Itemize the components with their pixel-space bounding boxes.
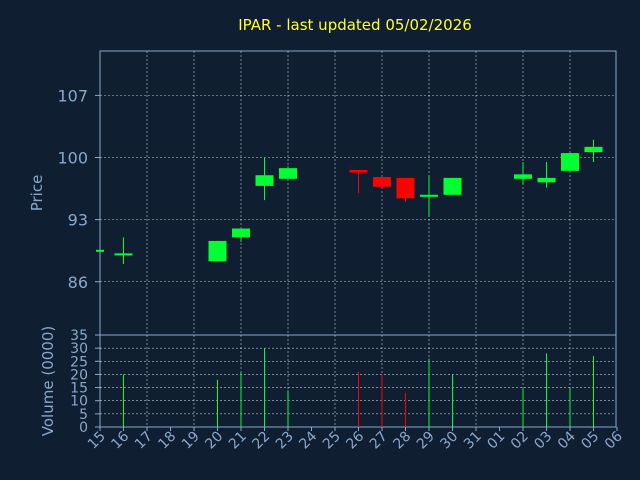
x-tick-label: 23 <box>273 429 297 453</box>
x-tick-label: 25 <box>320 429 344 453</box>
x-tick-label: 02 <box>508 429 532 453</box>
volume-axis-title: Volume (0000) <box>39 326 57 436</box>
candle-body <box>537 177 556 183</box>
candle-body <box>96 249 104 252</box>
x-tick-label: 27 <box>367 429 391 453</box>
x-tick-label: 21 <box>226 429 250 453</box>
x-tick-label: 19 <box>179 429 203 453</box>
candle-body <box>279 168 297 179</box>
x-tick-label: 28 <box>390 429 414 453</box>
x-tick-label: 05 <box>578 429 602 453</box>
price-tick-label: 107 <box>57 86 88 105</box>
x-tick-label: 29 <box>414 429 438 453</box>
volume-tick-label: 25 <box>70 354 88 370</box>
x-tick-label: 03 <box>531 429 555 453</box>
price-axis-title: Price <box>28 175 46 212</box>
x-tick-label: 06 <box>602 428 626 452</box>
price-tick-label: 100 <box>57 149 88 168</box>
x-axis: 15 16 17 18 19 20 21 22 23 24 25 26 27 28 29 30 31 01 02 03… <box>85 427 626 452</box>
volume-tick-label: 5 <box>79 407 88 423</box>
volume-tick-label: 20 <box>70 367 88 383</box>
volume-bars <box>123 348 594 427</box>
price-tick-label: 93 <box>68 211 88 230</box>
candle-body <box>208 240 227 262</box>
price-grid <box>100 51 616 335</box>
x-tick-label: 18 <box>155 429 179 453</box>
candle-body <box>420 194 438 197</box>
x-axis-title: Day <box>334 459 362 475</box>
volume-tick-label: 35 <box>70 328 88 344</box>
x-tick-label: 16 <box>108 428 132 452</box>
candle-body <box>232 228 250 238</box>
candle-body <box>561 153 579 171</box>
x-tick-label: 24 <box>296 428 320 452</box>
volume-tick-label: 10 <box>70 394 88 410</box>
price-tick-label: 86 <box>68 273 88 292</box>
x-tick-label: 04 <box>555 428 579 452</box>
x-tick-label: 30 <box>437 429 461 453</box>
candle-body <box>443 177 462 195</box>
x-tick-label: 26 <box>343 428 367 452</box>
x-tick-label: 15 <box>85 429 109 453</box>
x-tick-label: 31 <box>461 429 485 453</box>
candles <box>96 139 603 264</box>
chart-title: IPAR - last updated 05/02/2026 <box>238 16 472 34</box>
price-axis: 86 93 100 107 <box>57 86 100 292</box>
x-tick-label: 22 <box>249 429 273 453</box>
candle-body <box>514 174 532 179</box>
candle-body <box>373 177 391 187</box>
candle-body <box>584 146 603 153</box>
x-tick-label: 01 <box>484 429 508 453</box>
x-tick-label: 20 <box>202 429 226 453</box>
candle-body <box>396 177 415 199</box>
candle-body <box>349 169 368 173</box>
candle-body <box>114 253 133 256</box>
volume-tick-label: 0 <box>79 420 88 436</box>
volume-tick-label: 30 <box>70 341 88 357</box>
x-tick-label: 17 <box>132 429 156 453</box>
volume-grid <box>100 335 616 427</box>
volume-tick-label: 15 <box>70 381 88 397</box>
candle-body <box>255 175 274 186</box>
